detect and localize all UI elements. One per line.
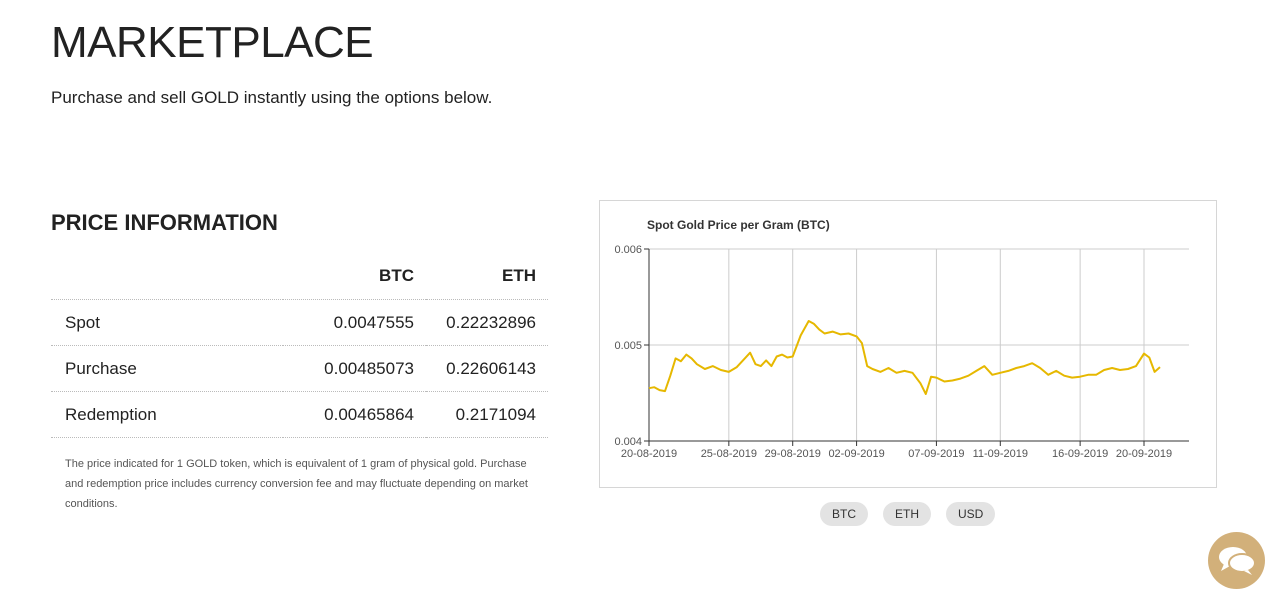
table-row: Redemption 0.00465864 0.2171094: [51, 391, 548, 438]
row-label-purchase: Purchase: [51, 345, 283, 392]
price-chart: Spot Gold Price per Gram (BTC) 0.004 0.005…: [599, 200, 1217, 488]
purchase-btc-value: 0.00485073: [283, 345, 426, 392]
currency-button-btc[interactable]: BTC: [820, 502, 868, 526]
spot-btc-value: 0.0047555: [283, 299, 426, 346]
y-tick-label: 0.005: [614, 340, 642, 352]
price-table-header-eth: ETH: [426, 253, 548, 300]
price-chart-svg: Spot Gold Price per Gram (BTC) 0.004 0.005…: [614, 218, 1189, 460]
currency-button-eth[interactable]: ETH: [883, 502, 931, 526]
price-table-header-empty: [51, 253, 283, 300]
currency-button-usd[interactable]: USD: [946, 502, 996, 526]
y-tick-label: 0.004: [614, 436, 642, 448]
table-row: Purchase 0.00485073 0.22606143: [51, 345, 548, 392]
x-tick-label: 07-09-2019: [908, 448, 964, 460]
price-table-header-btc: BTC: [283, 253, 426, 300]
chart-title: Spot Gold Price per Gram (BTC): [647, 218, 830, 232]
price-table-header: BTC ETH: [51, 253, 548, 300]
y-tick-label: 0.006: [614, 244, 642, 256]
table-row: Spot 0.0047555 0.22232896: [51, 299, 548, 346]
price-series-line: [648, 320, 1161, 395]
x-tick-label: 20-08-2019: [621, 448, 677, 460]
x-tick-label: 25-08-2019: [701, 448, 757, 460]
row-label-redemption: Redemption: [51, 391, 283, 438]
chat-bubbles-icon: [1219, 547, 1256, 575]
x-tick-label: 11-09-2019: [973, 448, 1028, 460]
page-title: MARKETPLACE: [51, 18, 374, 67]
row-label-spot: Spot: [51, 299, 283, 346]
page-subtitle: Purchase and sell GOLD instantly using t…: [51, 88, 493, 107]
x-tick-label: 02-09-2019: [828, 448, 884, 460]
redemption-eth-value: 0.2171094: [426, 391, 548, 438]
price-table: BTC ETH Spot 0.0047555 0.22232896 Purcha…: [51, 253, 548, 438]
price-information-title: PRICE INFORMATION: [51, 210, 278, 235]
x-tick-label: 20-09-2019: [1116, 448, 1172, 460]
chat-button[interactable]: [1208, 532, 1265, 589]
purchase-eth-value: 0.22606143: [426, 345, 548, 392]
x-tick-label: 16-09-2019: [1052, 448, 1108, 460]
price-disclaimer: The price indicated for 1 GOLD token, wh…: [65, 458, 528, 510]
spot-eth-value: 0.22232896: [426, 299, 548, 346]
currency-switcher: BTC ETH USD: [820, 502, 996, 526]
redemption-btc-value: 0.00465864: [283, 391, 426, 438]
x-tick-label: 29-08-2019: [765, 448, 821, 460]
